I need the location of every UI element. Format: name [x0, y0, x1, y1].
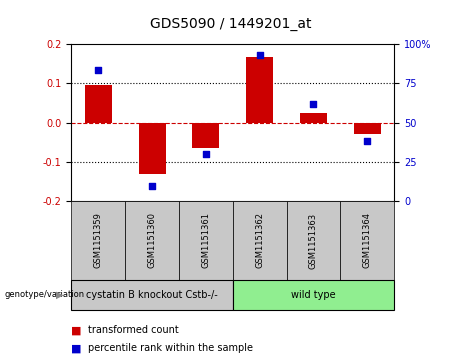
Point — [364, 139, 371, 144]
Text: GSM1151363: GSM1151363 — [309, 212, 318, 269]
Text: GSM1151361: GSM1151361 — [201, 212, 210, 269]
Point — [256, 52, 263, 57]
Text: ■: ■ — [71, 343, 82, 354]
Point — [95, 68, 102, 73]
Text: cystatin B knockout Cstb-/-: cystatin B knockout Cstb-/- — [86, 290, 218, 300]
Text: GSM1151359: GSM1151359 — [94, 213, 103, 268]
Bar — [139, 122, 165, 174]
Text: wild type: wild type — [291, 290, 336, 300]
Text: ▶: ▶ — [56, 290, 64, 300]
Bar — [300, 113, 327, 122]
Bar — [85, 85, 112, 122]
Text: ■: ■ — [71, 325, 82, 335]
Point — [148, 183, 156, 189]
Point — [202, 151, 210, 157]
Point — [310, 101, 317, 106]
Text: GDS5090 / 1449201_at: GDS5090 / 1449201_at — [150, 17, 311, 30]
Text: transformed count: transformed count — [88, 325, 178, 335]
Text: percentile rank within the sample: percentile rank within the sample — [88, 343, 253, 354]
Text: GSM1151364: GSM1151364 — [363, 212, 372, 269]
Bar — [354, 122, 381, 134]
Bar — [193, 122, 219, 148]
Text: genotype/variation: genotype/variation — [5, 290, 85, 299]
Text: GSM1151362: GSM1151362 — [255, 212, 264, 269]
Bar — [246, 57, 273, 122]
Text: GSM1151360: GSM1151360 — [148, 212, 157, 269]
